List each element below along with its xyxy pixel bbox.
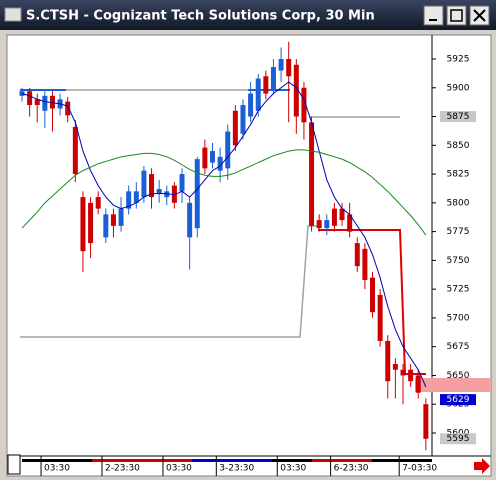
candle-body: [263, 76, 269, 94]
y-tick-label: 5825: [447, 170, 470, 180]
candle-body: [415, 375, 421, 393]
candle-body: [270, 67, 276, 91]
candle-body: [232, 110, 238, 146]
maximize-icon: [450, 9, 463, 22]
x-tick-label: 3-23:30: [219, 464, 254, 474]
time-strip: [22, 459, 432, 462]
candle-body: [301, 87, 307, 123]
candle-body: [179, 174, 185, 192]
candle-body: [354, 243, 360, 267]
x-tick-label: 03:30: [166, 464, 192, 474]
candle-body: [324, 220, 330, 229]
price-tag: [440, 433, 476, 445]
x-tick-label: 2-23:30: [105, 464, 140, 474]
candle-body: [164, 191, 170, 198]
candle-body: [88, 202, 94, 244]
x-tick-label: 03:30: [44, 464, 70, 474]
candle-body: [42, 95, 48, 111]
candle-body: [331, 208, 337, 226]
x-tick-label: 6-23:30: [334, 464, 369, 474]
level-line: [20, 225, 318, 338]
y-tick-label: 5900: [447, 83, 470, 93]
level-line: [318, 229, 426, 375]
candle-body: [392, 363, 398, 370]
price-tag-label: 5595: [447, 434, 470, 444]
candle-body: [65, 101, 71, 116]
candle-body: [370, 277, 376, 313]
candle-body: [49, 95, 55, 109]
y-tick-label: 5700: [447, 313, 470, 323]
y-tick-label: 5775: [447, 227, 470, 237]
candle-body: [316, 220, 322, 229]
candle-body: [225, 131, 231, 169]
price-tag-label: 5629: [447, 395, 470, 405]
scroll-right-arrow[interactable]: [474, 458, 490, 474]
candle-body: [240, 105, 246, 134]
candle-body: [141, 170, 147, 198]
candle-body: [133, 191, 139, 203]
candle-body: [194, 159, 200, 229]
y-tick-label: 5925: [447, 55, 470, 65]
candle-body: [34, 99, 40, 106]
candle-body: [278, 59, 284, 71]
candle-body: [103, 214, 109, 238]
candle-body: [255, 78, 261, 111]
y-tick-label: 5675: [447, 342, 470, 352]
candle-body: [187, 202, 193, 238]
candle-body: [156, 189, 162, 194]
candle-body: [400, 369, 406, 376]
session-bar: [22, 459, 92, 462]
session-bar: [312, 459, 372, 462]
candle-body: [80, 197, 86, 252]
candle-body: [27, 91, 33, 106]
x-tick-label: 7-03:30: [402, 464, 437, 474]
window-title: S.CTSH - Cognizant Tech Solutions Corp, …: [26, 9, 375, 24]
y-tick-label: 5650: [447, 371, 470, 381]
candle-body: [202, 147, 208, 169]
candle-body: [293, 64, 299, 117]
candle-body: [171, 185, 177, 203]
candle-body: [377, 294, 383, 341]
candle-body: [423, 404, 429, 439]
x-tick-label: 03:30: [280, 464, 306, 474]
candle-body: [339, 208, 345, 221]
level-lines: [20, 89, 426, 375]
candle-body: [72, 126, 78, 175]
moving-average: [21, 149, 427, 236]
price-tag-label: 5875: [447, 112, 470, 122]
candle-body: [149, 174, 155, 198]
minimize-button[interactable]: [423, 5, 444, 26]
close-icon: [473, 9, 486, 22]
candle-body: [217, 156, 223, 171]
session-bar: [272, 459, 312, 462]
candle-body: [286, 59, 292, 77]
candle-body: [210, 151, 215, 163]
candle-body: [309, 122, 315, 226]
app-icon: [4, 7, 22, 22]
candle-body: [95, 197, 101, 209]
candle-body: [126, 191, 132, 209]
candle-body: [248, 93, 254, 117]
price-tag: [440, 111, 476, 123]
price-tag: [440, 394, 476, 406]
alert-band: [415, 378, 491, 392]
candle-body: [385, 340, 391, 382]
candle-body: [408, 369, 414, 382]
y-tick-label: 5750: [447, 256, 470, 266]
y-tick-label: 5725: [447, 285, 470, 295]
candle-body: [110, 214, 116, 226]
y-tick-label: 5850: [447, 141, 470, 151]
session-bar: [192, 459, 272, 462]
session-bar: [372, 459, 432, 462]
maximize-button[interactable]: [446, 5, 467, 26]
candle-body: [118, 208, 124, 226]
title-bar: [0, 0, 496, 30]
session-bar: [92, 459, 192, 462]
y-tick-label: 5800: [447, 198, 470, 208]
scroll-box[interactable]: [7, 454, 21, 475]
candle-body: [362, 248, 368, 280]
candle-body: [347, 214, 353, 232]
